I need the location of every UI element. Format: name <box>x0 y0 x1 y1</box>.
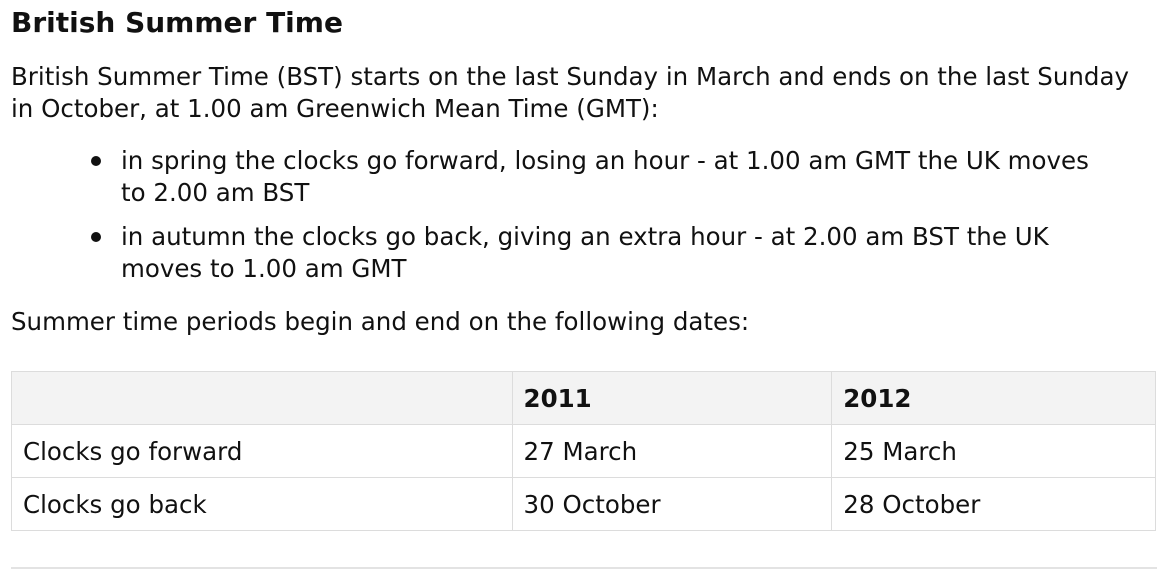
table-row: Clocks go forward 27 March 25 March <box>11 424 1156 478</box>
table-cell: 28 October <box>831 477 1156 531</box>
list-item-spring: in spring the clocks go forward, losing … <box>11 145 1101 209</box>
list-item-autumn: in autumn the clocks go back, giving an … <box>11 221 1101 285</box>
bullet-icon <box>91 156 101 166</box>
table-cell: 30 October <box>511 477 833 531</box>
table-row: Clocks go back 30 October 28 October <box>11 477 1156 531</box>
dates-lead-text: Summer time periods begin and end on the… <box>11 307 750 336</box>
table-header-2011: 2011 <box>511 371 833 425</box>
section-divider <box>11 567 1157 569</box>
page-title: British Summer Time <box>11 6 343 39</box>
table-header-2012: 2012 <box>831 371 1156 425</box>
row-label: Clocks go forward <box>11 424 513 478</box>
intro-paragraph: British Summer Time (BST) starts on the … <box>11 62 1129 123</box>
list-item-text: in autumn the clocks go back, giving an … <box>121 222 1049 283</box>
rules-list: in spring the clocks go forward, losing … <box>11 145 1157 297</box>
table-header-cell <box>11 371 513 425</box>
table-cell: 27 March <box>511 424 833 478</box>
bullet-icon <box>91 232 101 242</box>
table-header-row: 2011 2012 <box>11 371 1156 425</box>
row-label: Clocks go back <box>11 477 513 531</box>
summer-time-dates-table: 2011 2012 Clocks go forward 27 March 25 … <box>11 371 1156 531</box>
table-cell: 25 March <box>831 424 1156 478</box>
list-item-text: in spring the clocks go forward, losing … <box>121 146 1089 207</box>
